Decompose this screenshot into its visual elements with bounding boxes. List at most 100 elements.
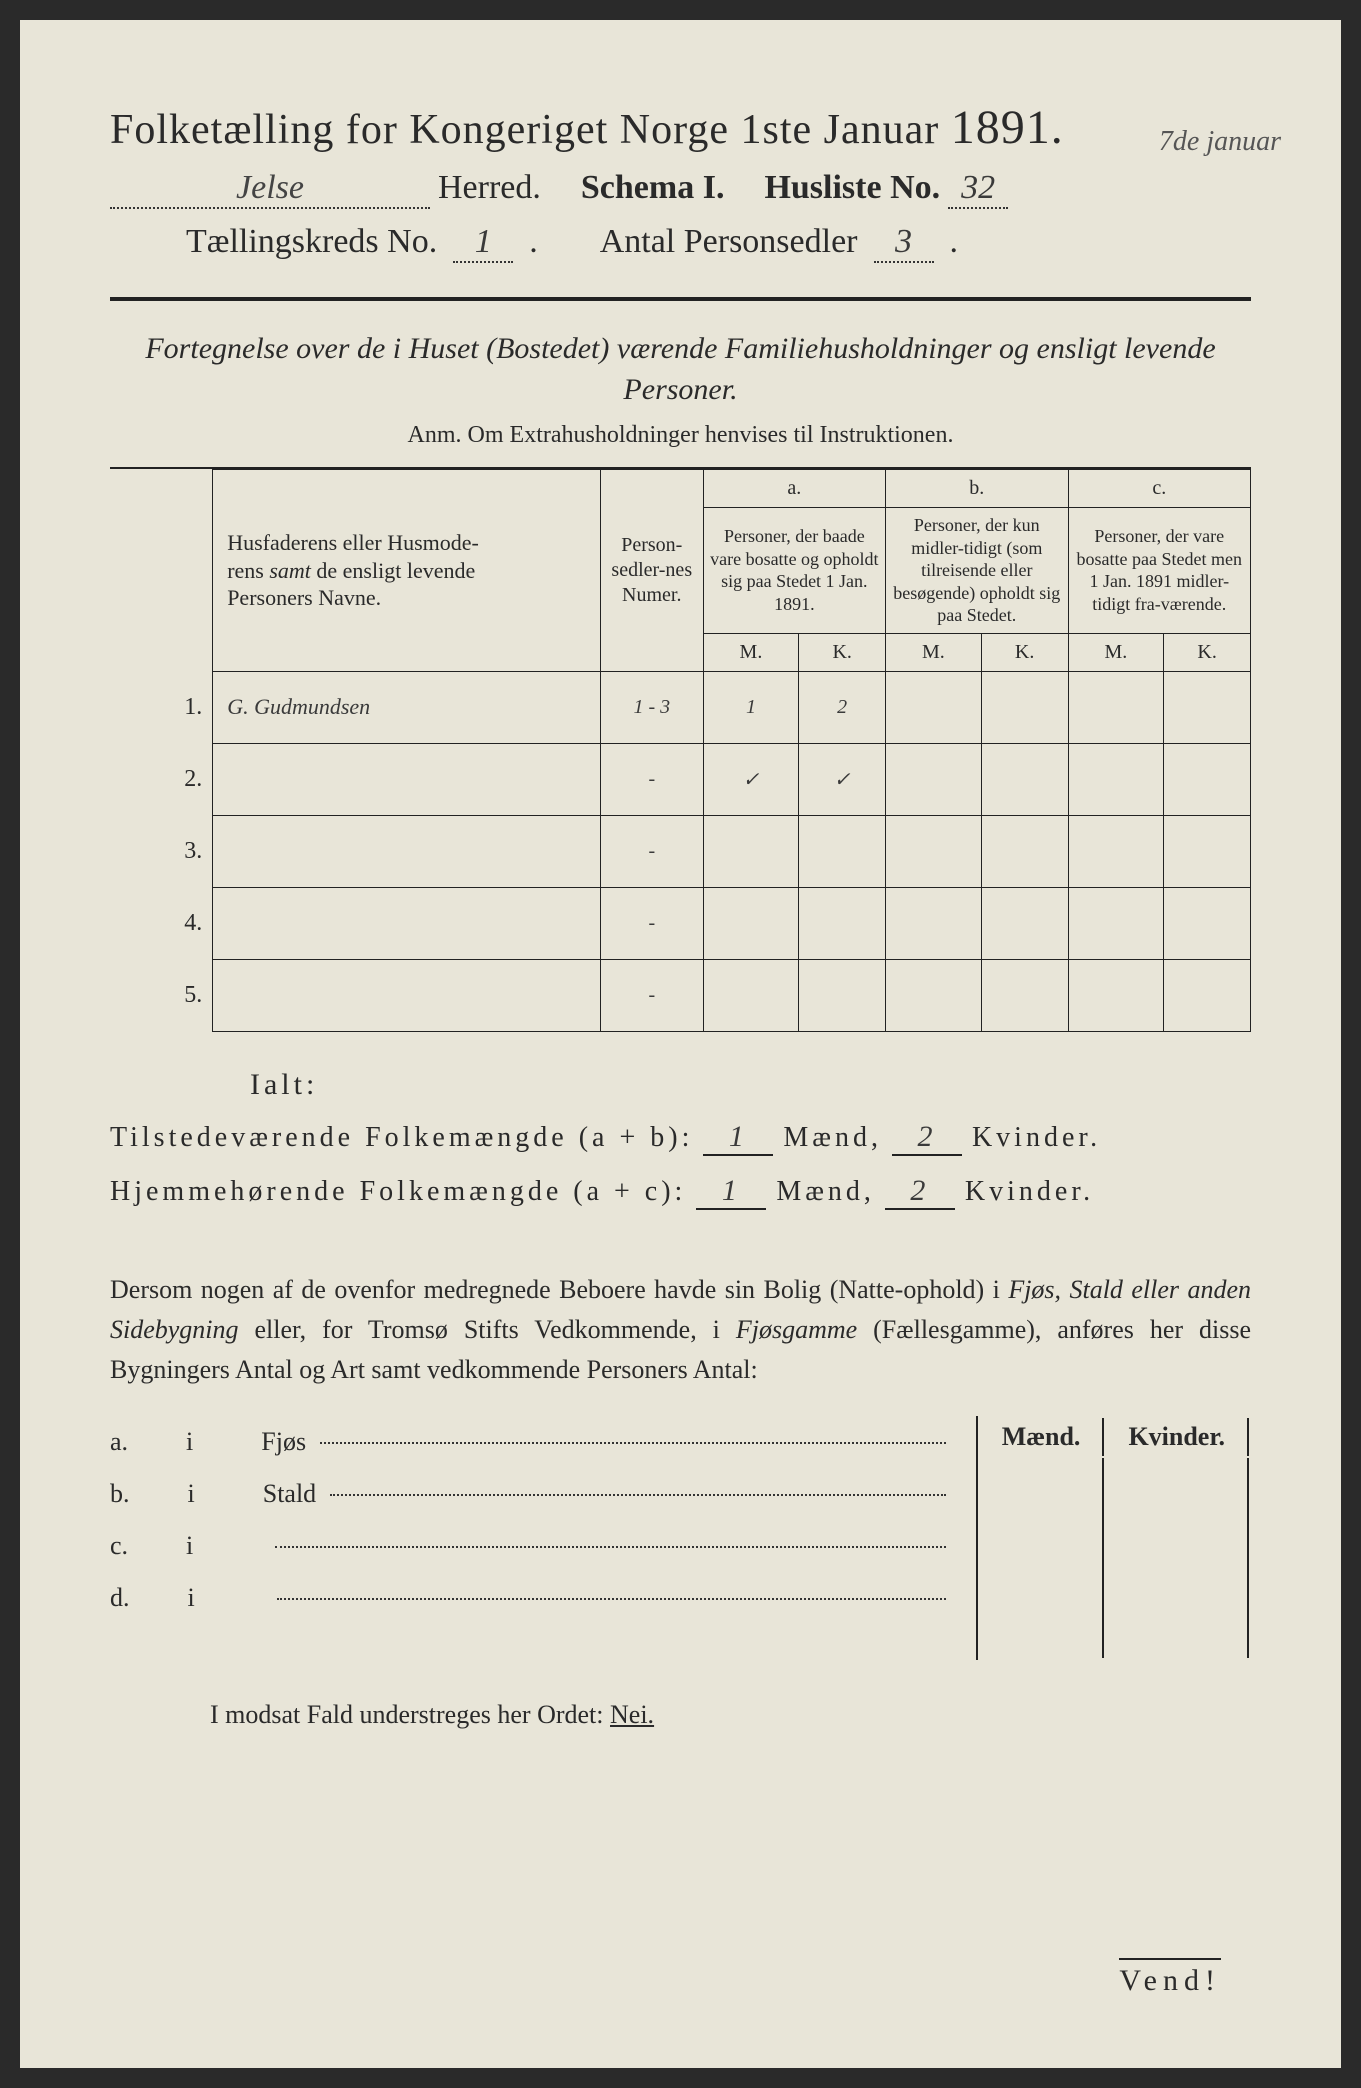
antal-label: Antal Personsedler [600, 223, 858, 261]
outbuilding-list: a.iFjøsb.iStaldc.id.i [110, 1416, 946, 1624]
para-t2: eller, for Tromsø Stifts Vedkommende, i [239, 1315, 736, 1344]
mk-maend: Mænd. [980, 1418, 1105, 1456]
row-a-m: 1 [703, 671, 799, 743]
outbuilding-paragraph: Dersom nogen af de ovenfor medregnede Be… [110, 1270, 1251, 1391]
fortegnelse-text: Fortegnelse over de i Huset (Bostedet) v… [110, 329, 1251, 410]
ob-dots [320, 1442, 946, 1444]
outbuilding-block: a.iFjøsb.iStaldc.id.i Mænd. Kvinder. [110, 1416, 1251, 1660]
nei-word: Nei. [610, 1700, 654, 1729]
col-b-text: Personer, der kun midler-tidigt (som til… [886, 508, 1068, 634]
row-name [213, 887, 601, 959]
sum-line-2: Hjemmehørende Folkemængde (a + c): 1 Mæn… [110, 1174, 1251, 1210]
col-c-head: c. [1068, 470, 1250, 508]
outbuild-row: b.iStald [110, 1468, 946, 1520]
nei-prefix: I modsat Fald understreges her Ordet: [210, 1700, 610, 1729]
ob-i: i [186, 1416, 193, 1468]
herred-value: Jelse [110, 169, 430, 209]
row-b-m [886, 815, 982, 887]
ialt-label: Ialt: [250, 1068, 1251, 1102]
row-num: 1. [110, 671, 213, 743]
col-a-text: Personer, der baade vare bosatte og opho… [703, 508, 885, 634]
row-numer: - [600, 743, 703, 815]
row-numer: - [600, 959, 703, 1031]
husliste-label: Husliste No. [764, 169, 940, 207]
row-a-m [703, 959, 799, 1031]
mk-cell-m [980, 1458, 1105, 1658]
row-num: 2. [110, 743, 213, 815]
row-name [213, 743, 601, 815]
col-a-head: a. [703, 470, 885, 508]
vend-label: Vend! [1119, 1958, 1221, 1998]
divider-1 [110, 297, 1251, 301]
row-b-k [981, 815, 1068, 887]
sum2-label: Hjemmehørende Folkemængde (a + c): [110, 1176, 686, 1208]
col-name-header: Husfaderens eller Husmode-rens samt de e… [213, 470, 601, 672]
ob-i: i [188, 1468, 195, 1520]
row-numer: - [600, 815, 703, 887]
row-a-m [703, 815, 799, 887]
a-m: M. [703, 633, 799, 671]
row-b-m [886, 671, 982, 743]
title-prefix: Folketælling for Kongeriget Norge 1ste J… [110, 107, 939, 153]
ob-dots [277, 1598, 946, 1600]
nei-line: I modsat Fald understreges her Ordet: Ne… [210, 1700, 1251, 1730]
mk-table: Mænd. Kvinder. [976, 1416, 1251, 1660]
row-b-m [886, 887, 982, 959]
para-i2: Fjøsgamme [736, 1315, 857, 1344]
b-k: K. [981, 633, 1068, 671]
row-a-m [703, 887, 799, 959]
census-form-page: 7de januar Folketælling for Kongeriget N… [20, 20, 1341, 2068]
col-numer-header: Person-sedler-nes Numer. [600, 470, 703, 672]
row-b-m [886, 743, 982, 815]
outbuild-row: d.i [110, 1572, 946, 1624]
ob-i: i [188, 1572, 195, 1624]
a-k: K. [799, 633, 886, 671]
row-c-k [1164, 959, 1251, 1031]
kreds-label: Tællingskreds No. [186, 223, 437, 261]
ob-dots [275, 1546, 945, 1548]
ob-letter: c. [110, 1520, 128, 1572]
row-a-k: 2 [799, 671, 886, 743]
row-c-k [1164, 887, 1251, 959]
header-line-3: Tællingskreds No. 1 . Antal Personsedler… [110, 223, 1251, 263]
marginal-date: 7de januar [1159, 126, 1281, 158]
ob-letter: a. [110, 1416, 128, 1468]
ob-i: i [186, 1520, 193, 1572]
col-c-text: Personer, der vare bosatte paa Stedet me… [1068, 508, 1250, 634]
c-m: M. [1068, 633, 1164, 671]
row-name [213, 959, 601, 1031]
kvinder-label: Kvinder. [972, 1122, 1101, 1154]
sum1-k: 2 [892, 1120, 962, 1156]
maend-label-2: Mænd, [776, 1176, 875, 1208]
row-a-k [799, 959, 886, 1031]
table-row: 3.- [110, 815, 1251, 887]
table-row: 5. - [110, 959, 1251, 1031]
row-b-m [886, 959, 982, 1031]
antal-value: 3 [874, 223, 934, 263]
row-c-m [1068, 671, 1164, 743]
mk-kvinder: Kvinder. [1106, 1418, 1249, 1456]
row-c-k [1164, 743, 1251, 815]
row-c-k [1164, 671, 1251, 743]
ob-label: Fjøs [261, 1416, 306, 1468]
title-year: 1891. [951, 101, 1064, 154]
row-num: 5. [110, 959, 213, 1031]
schema-label: Schema I. [581, 169, 725, 207]
table-row: 2.-✓✓ [110, 743, 1251, 815]
sum2-k: 2 [885, 1174, 955, 1210]
row-b-k [981, 887, 1068, 959]
row-a-m: ✓ [703, 743, 799, 815]
row-num: 4. [110, 887, 213, 959]
row-numer: - [600, 887, 703, 959]
row-numer: 1 - 3 [600, 671, 703, 743]
c-k: K. [1164, 633, 1251, 671]
table-row: 1.G. Gudmundsen1 - 312 [110, 671, 1251, 743]
husliste-value: 32 [948, 169, 1008, 209]
outbuild-row: a. i Fjøs [110, 1416, 946, 1468]
kreds-value: 1 [453, 223, 513, 263]
row-a-k [799, 815, 886, 887]
row-a-k: ✓ [799, 743, 886, 815]
ob-label: Stald [263, 1468, 316, 1520]
ob-dots [330, 1494, 946, 1496]
sum2-m: 1 [696, 1174, 766, 1210]
